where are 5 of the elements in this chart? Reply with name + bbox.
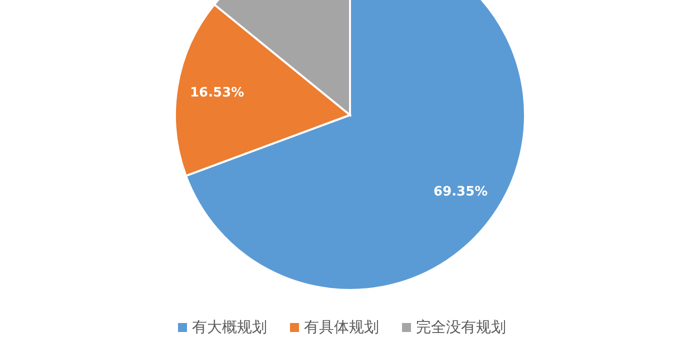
legend-label: 有具体规划 (304, 318, 379, 336)
legend-label: 完全没有规划 (416, 318, 506, 336)
legend-label: 有大概规划 (192, 318, 267, 336)
data-label: 16.53% (190, 86, 244, 101)
data-label: 69.35% (434, 184, 488, 200)
